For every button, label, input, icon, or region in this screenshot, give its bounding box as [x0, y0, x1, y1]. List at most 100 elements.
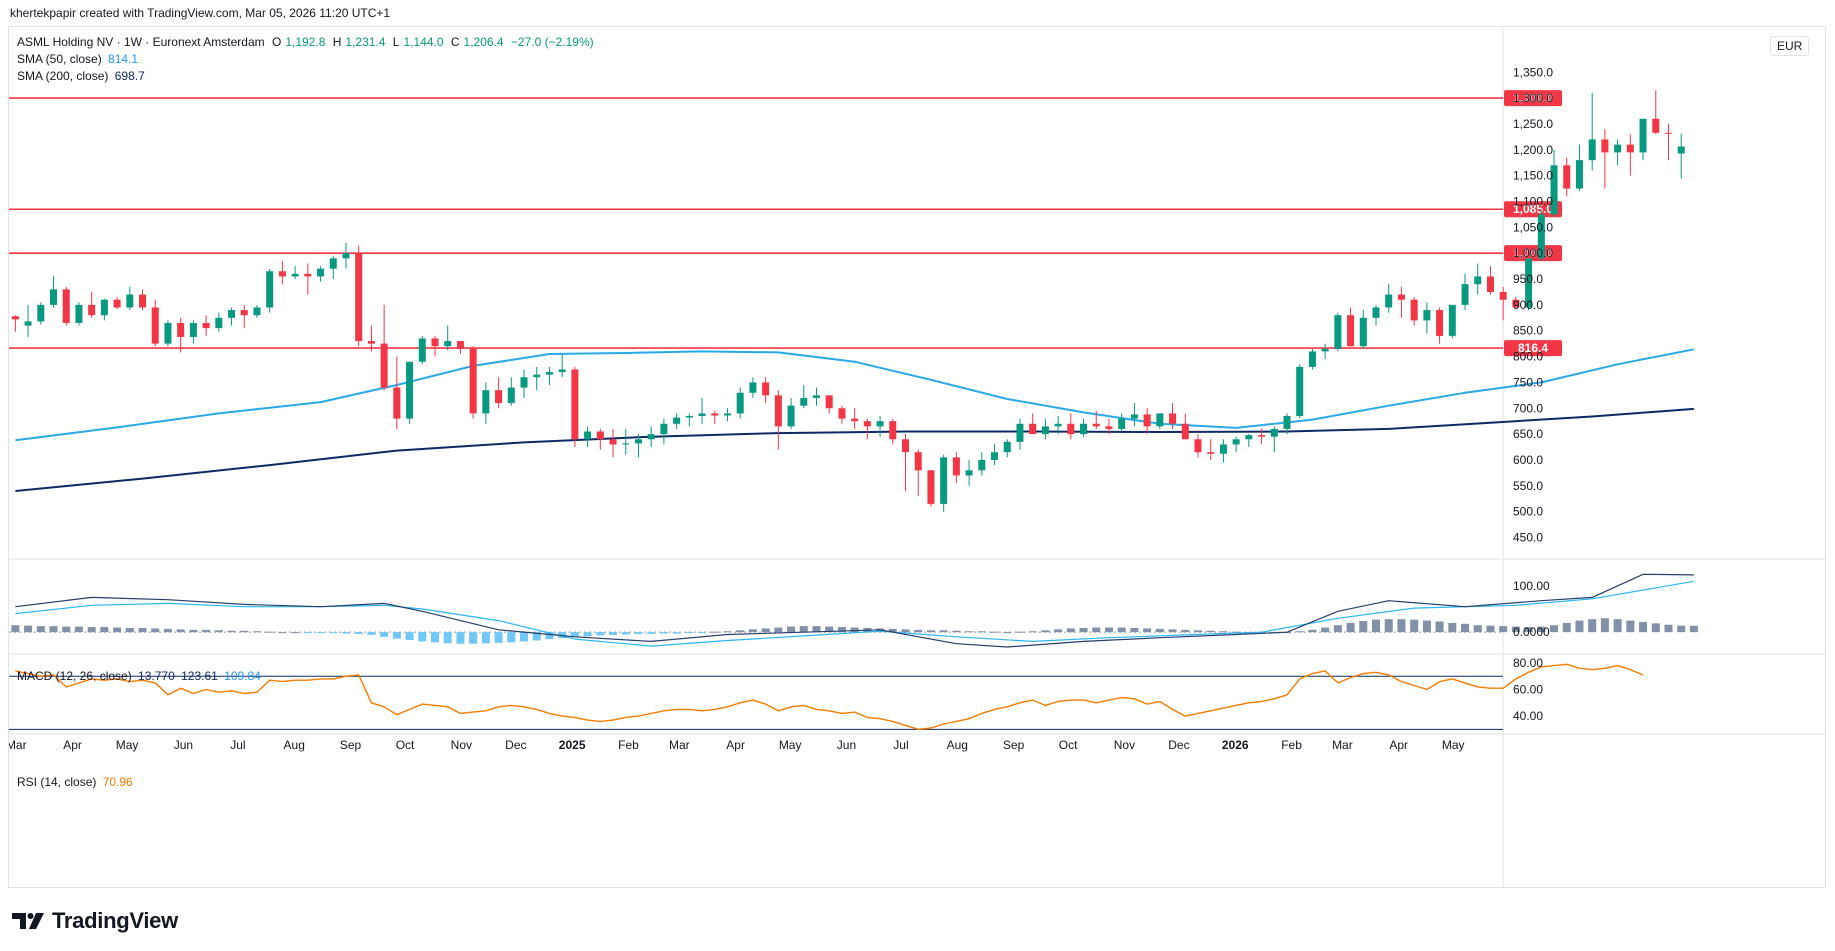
- sma200-line: [15, 407, 1694, 492]
- price-tick-label: 700.0: [1513, 401, 1543, 415]
- macd-histogram-bar: [11, 625, 20, 633]
- candle-body: [673, 417, 681, 424]
- candle-body: [571, 369, 579, 440]
- macd-histogram-bar: [1613, 619, 1622, 633]
- candle-body: [317, 268, 325, 277]
- close-value: 1,206.4: [463, 35, 504, 49]
- macd-histogram-bar: [1143, 628, 1152, 633]
- candle-body: [520, 377, 528, 388]
- time-tick-label: Mar: [9, 738, 27, 752]
- ohlc-legend: ASML Holding NV · 1W · Euronext Amsterda…: [17, 35, 598, 50]
- candle-body: [762, 382, 770, 396]
- macd-histogram-bar: [1321, 627, 1330, 633]
- rsi-value: 70.96: [102, 775, 133, 789]
- macd-histogram-bar: [977, 631, 986, 633]
- macd-histogram-bar: [1079, 627, 1088, 633]
- macd-histogram-bar: [151, 628, 160, 633]
- tradingview-logo[interactable]: TradingView: [12, 908, 178, 934]
- candle-body: [444, 341, 452, 347]
- candle-body: [584, 431, 592, 440]
- candle-body: [304, 273, 312, 277]
- macd-histogram-bar: [850, 627, 859, 633]
- macd-histogram-bar: [1219, 631, 1228, 633]
- price-tick-label: 450.0: [1513, 530, 1543, 544]
- candle-body: [469, 348, 477, 414]
- macd-histogram-bar: [1295, 631, 1304, 633]
- candle-body: [456, 341, 464, 349]
- candle-body: [1614, 144, 1622, 153]
- macd-histogram-bar: [24, 625, 33, 633]
- macd-histogram-bar: [914, 629, 923, 633]
- time-tick-label: Apr: [726, 738, 745, 752]
- macd-signal-line: [15, 580, 1695, 647]
- candle-body: [1080, 423, 1088, 435]
- candle-body: [1652, 118, 1660, 133]
- macd-histogram-bar: [723, 631, 732, 633]
- chart-frame[interactable]: 1,300.0 1,085.0 1,000.0 816.4 1,350.0 1,300.…: [8, 26, 1826, 888]
- tradingview-logo-icon: [12, 913, 44, 929]
- currency-button[interactable]: EUR: [1770, 36, 1810, 56]
- macd-histogram-bar: [1689, 625, 1698, 633]
- time-tick-label: Jun: [837, 738, 856, 752]
- candle-body: [1181, 423, 1189, 440]
- time-tick-label: Oct: [1059, 738, 1078, 752]
- candle-body: [1041, 426, 1049, 435]
- candle-body: [100, 299, 108, 316]
- low-label: L: [392, 35, 400, 49]
- macd-histogram-bar: [1308, 629, 1317, 633]
- macd-line-value: 123.61: [181, 669, 218, 683]
- candle-body: [113, 299, 121, 308]
- macd-histogram-bar: [1346, 622, 1355, 633]
- candle-body: [393, 387, 401, 419]
- level-label-box: [1504, 340, 1562, 357]
- macd-histogram-bar: [1384, 619, 1393, 633]
- candle-body: [1461, 284, 1469, 305]
- macd-histogram-bar: [901, 629, 910, 633]
- candle-body: [50, 289, 58, 305]
- candle-body: [838, 408, 846, 419]
- macd-histogram-bar: [380, 632, 389, 637]
- macd-histogram-bar: [1372, 619, 1381, 633]
- candle-body: [1105, 426, 1113, 429]
- time-tick-label: May: [779, 738, 802, 752]
- candle-body: [1308, 351, 1316, 367]
- candle-body: [1525, 258, 1533, 308]
- macd-histogram-bar: [1511, 626, 1520, 633]
- macd-histogram-bar: [1537, 626, 1546, 633]
- candle-body: [1626, 144, 1634, 153]
- macd-histogram-bar: [774, 627, 783, 633]
- macd-histogram-bar: [1359, 621, 1368, 633]
- time-tick-label: May: [1442, 738, 1465, 752]
- macd-histogram-bar: [176, 629, 185, 633]
- candle-body: [889, 421, 897, 440]
- macd-label: MACD (12, 26, close): [17, 669, 132, 683]
- macd-histogram-bar: [418, 632, 427, 642]
- macd-histogram-bar: [49, 626, 58, 633]
- macd-histogram-bar: [1054, 629, 1063, 633]
- macd-histogram-bar: [507, 632, 516, 643]
- candle-body: [75, 304, 83, 323]
- time-tick-label: Apr: [1389, 738, 1408, 752]
- candle-body: [1639, 118, 1647, 153]
- candle-body: [800, 397, 808, 406]
- candle-body: [291, 273, 299, 277]
- candle-body: [533, 374, 541, 378]
- macd-histogram-bar: [1639, 621, 1648, 633]
- macd-histogram-bar: [939, 630, 948, 633]
- macd-histogram-bar: [1130, 627, 1139, 633]
- macd-histogram-bar: [812, 626, 821, 633]
- time-tick-label: May: [116, 738, 139, 752]
- candle-body: [545, 372, 553, 375]
- candle-body: [1397, 294, 1405, 300]
- macd-histogram-bar: [392, 632, 401, 639]
- candle-body: [812, 395, 820, 398]
- candle-body: [609, 439, 617, 445]
- macd-histogram-bar: [113, 627, 122, 633]
- sma200-value: 698.7: [114, 69, 145, 83]
- candle-body: [329, 258, 337, 269]
- macd-histogram-bar: [316, 632, 325, 634]
- candle-body: [991, 452, 999, 460]
- macd-histogram-bar: [1104, 627, 1113, 633]
- rsi-label: RSI (14, close): [17, 775, 97, 789]
